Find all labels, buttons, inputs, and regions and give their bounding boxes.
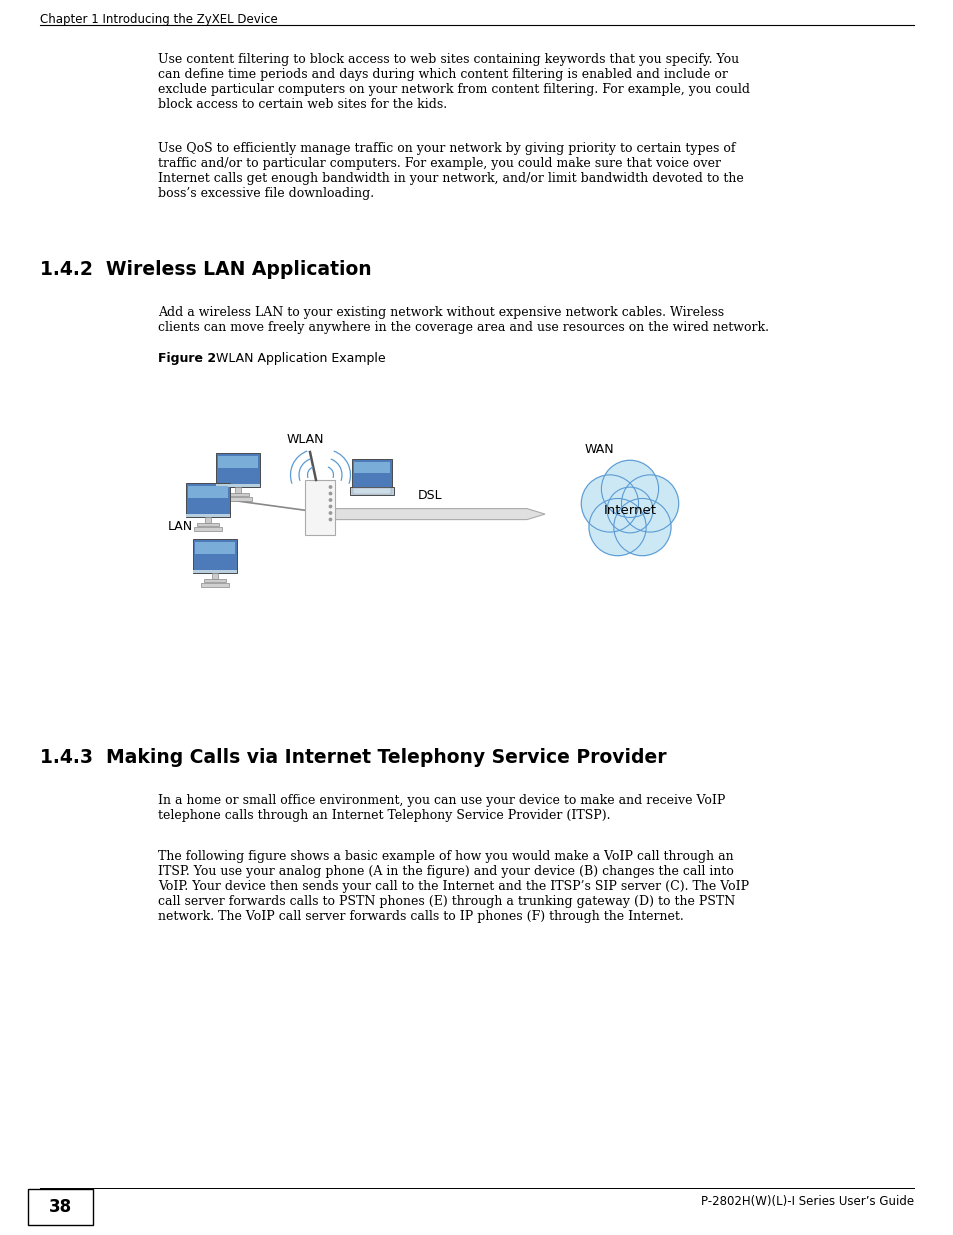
Circle shape [329, 505, 332, 508]
Bar [205, 517, 211, 524]
Polygon shape [335, 509, 544, 520]
Bar [215, 453, 260, 487]
Bar [218, 457, 257, 468]
Text: LAN: LAN [168, 520, 193, 534]
Bar [193, 571, 236, 573]
Bar [212, 573, 217, 579]
Bar [28, 1189, 92, 1225]
Bar [186, 514, 230, 517]
Bar [227, 493, 249, 495]
Text: P-2802H(W)(L)-I Series User’s Guide: P-2802H(W)(L)-I Series User’s Guide [700, 1195, 913, 1209]
Text: Add a wireless LAN to your existing network without expensive network cables. Wi: Add a wireless LAN to your existing netw… [158, 306, 768, 333]
Text: 1.4.3  Making Calls via Internet Telephony Service Provider: 1.4.3 Making Calls via Internet Telephon… [40, 748, 666, 767]
Circle shape [329, 519, 332, 521]
Bar [353, 488, 390, 494]
Bar [352, 459, 392, 487]
Bar [204, 579, 226, 582]
Text: In a home or small office environment, you can use your device to make and recei: In a home or small office environment, y… [158, 794, 724, 823]
Circle shape [606, 487, 652, 532]
Text: Figure 2: Figure 2 [158, 352, 216, 366]
Text: WAN: WAN [584, 443, 614, 456]
Bar [186, 483, 230, 517]
Circle shape [620, 475, 678, 532]
Bar [196, 524, 219, 526]
Circle shape [580, 475, 638, 532]
Text: WLAN Application Example: WLAN Application Example [208, 352, 385, 366]
Text: Internet: Internet [603, 505, 656, 517]
Circle shape [329, 493, 332, 495]
Circle shape [581, 462, 678, 558]
Text: Use QoS to efficiently manage traffic on your network by giving priority to cert: Use QoS to efficiently manage traffic on… [158, 142, 743, 200]
Bar [350, 487, 394, 495]
Bar [193, 526, 222, 531]
Bar [354, 462, 390, 473]
Circle shape [329, 511, 332, 514]
Text: 1.4.2  Wireless LAN Application: 1.4.2 Wireless LAN Application [40, 261, 372, 279]
Text: DSL: DSL [417, 489, 442, 501]
Text: WLAN: WLAN [286, 433, 323, 446]
Text: The following figure shows a basic example of how you would make a VoIP call thr: The following figure shows a basic examp… [158, 850, 748, 923]
Text: Use content filtering to block access to web sites containing keywords that you : Use content filtering to block access to… [158, 53, 749, 111]
FancyBboxPatch shape [305, 480, 335, 535]
Bar [234, 487, 240, 493]
Bar [200, 583, 229, 587]
Circle shape [600, 461, 658, 517]
Bar [223, 496, 252, 501]
Bar [193, 538, 236, 573]
Circle shape [329, 485, 332, 488]
Bar [188, 487, 228, 498]
Text: Chapter 1 Introducing the ZyXEL Device: Chapter 1 Introducing the ZyXEL Device [40, 14, 277, 26]
Circle shape [588, 499, 645, 556]
Text: 38: 38 [49, 1198, 72, 1216]
Circle shape [329, 499, 332, 501]
Bar [215, 484, 260, 487]
Circle shape [613, 499, 670, 556]
Bar [194, 542, 234, 555]
